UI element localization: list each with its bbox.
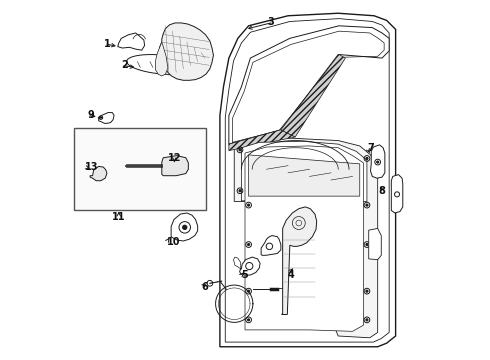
Polygon shape [90, 166, 107, 181]
Polygon shape [171, 213, 197, 241]
Circle shape [247, 204, 250, 206]
Circle shape [366, 204, 368, 206]
Text: 13: 13 [85, 162, 99, 172]
Text: 12: 12 [168, 153, 181, 163]
Circle shape [366, 243, 368, 246]
Polygon shape [220, 13, 395, 347]
Circle shape [366, 290, 368, 292]
Text: 1: 1 [104, 39, 111, 49]
Circle shape [247, 319, 250, 321]
Text: 4: 4 [287, 270, 294, 280]
Polygon shape [281, 54, 345, 137]
Polygon shape [248, 155, 360, 196]
Polygon shape [159, 23, 214, 80]
Circle shape [183, 225, 187, 229]
Polygon shape [245, 146, 364, 331]
Text: 8: 8 [379, 186, 386, 196]
Polygon shape [118, 33, 145, 50]
Text: 7: 7 [367, 143, 374, 153]
Text: 3: 3 [267, 17, 274, 27]
Polygon shape [229, 130, 295, 150]
Polygon shape [392, 175, 403, 213]
Polygon shape [155, 42, 168, 76]
Text: 6: 6 [201, 282, 208, 292]
Circle shape [239, 190, 241, 192]
Circle shape [247, 290, 250, 292]
Text: 5: 5 [242, 270, 248, 280]
Circle shape [377, 161, 379, 163]
Circle shape [239, 149, 241, 151]
Polygon shape [370, 145, 385, 178]
Polygon shape [162, 156, 188, 176]
Polygon shape [229, 26, 389, 144]
Polygon shape [225, 19, 389, 342]
Polygon shape [234, 137, 378, 338]
Text: 11: 11 [112, 212, 125, 221]
Circle shape [366, 157, 368, 159]
Polygon shape [242, 141, 367, 202]
Circle shape [366, 319, 368, 321]
Polygon shape [98, 113, 114, 123]
Polygon shape [234, 257, 241, 269]
Text: 2: 2 [122, 60, 128, 70]
Polygon shape [368, 228, 381, 260]
Polygon shape [261, 235, 281, 255]
Text: 10: 10 [167, 237, 180, 247]
Bar [74, 128, 206, 211]
Polygon shape [282, 207, 317, 315]
Polygon shape [240, 257, 260, 275]
Text: 9: 9 [87, 111, 94, 121]
Circle shape [247, 243, 250, 246]
Polygon shape [127, 55, 197, 75]
